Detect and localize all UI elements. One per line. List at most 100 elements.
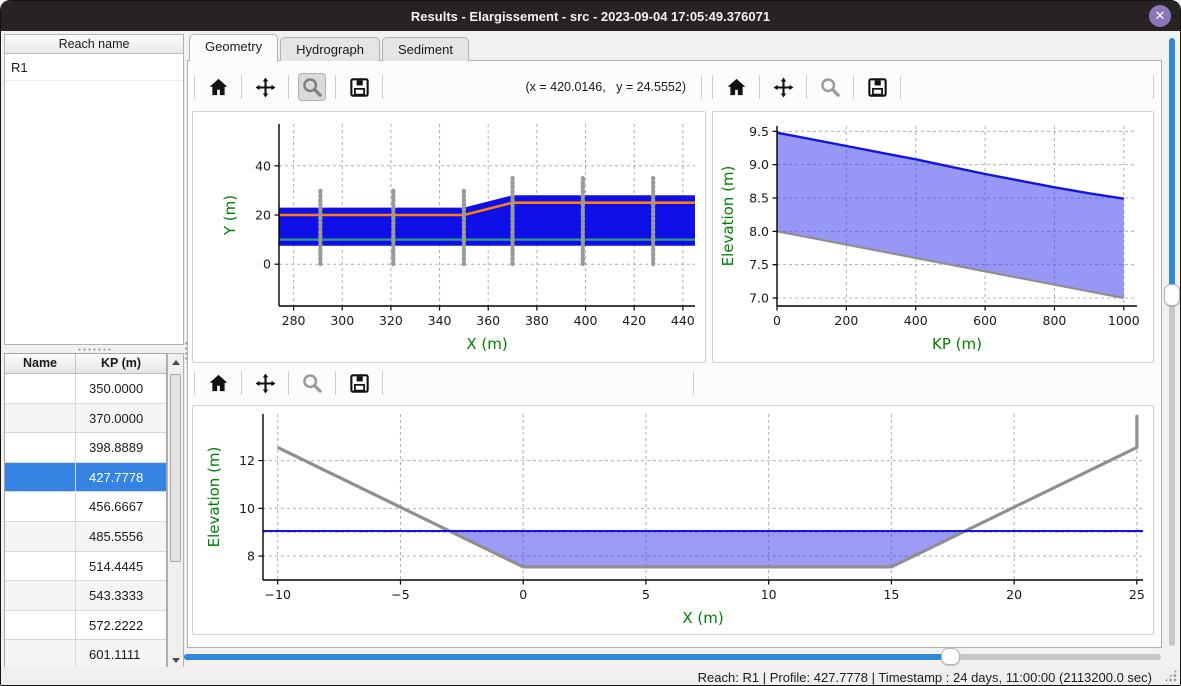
svg-text:200: 200 [834,313,858,328]
svg-text:800: 800 [1043,313,1067,328]
table-row[interactable]: 601.1111 [5,640,166,668]
long-profile-plot[interactable]: 0 200 400 600 800 1000 7.0 7.5 8.0 8.5 9.0 9.5 KP (m… [712,111,1154,363]
tab-hydrograph[interactable]: Hydrograph [280,37,381,61]
svg-text:0: 0 [773,313,781,328]
reach-list-header: Reach name [5,35,183,54]
table-row[interactable]: 514.4445 [5,551,166,582]
zoom-button[interactable] [298,73,326,101]
scroll-down-button[interactable] [169,653,182,667]
vertical-splitter-handle-icon[interactable] [184,341,188,363]
table-row[interactable]: 456.6667 [5,492,166,522]
table-row[interactable]: 543.3333 [5,581,166,611]
svg-text:Elevation (m): Elevation (m) [719,166,737,267]
plan-view-plot[interactable]: 280 300 320 340 360 380 400 420 440 0 20 40 X (m) Y (… [192,111,706,363]
zoom-icon [820,77,840,97]
svg-text:20: 20 [255,208,271,223]
svg-text:400: 400 [574,313,598,328]
toolbar-separator [194,75,195,99]
table-row[interactable]: 398.8889 [5,433,166,463]
svg-text:X (m): X (m) [466,335,507,353]
scroll-up-button[interactable] [169,355,182,369]
svg-text:300: 300 [330,313,354,328]
toolbar-separator [853,75,854,99]
svg-text:9.0: 9.0 [749,157,769,172]
svg-text:25: 25 [1129,587,1145,602]
arrow-down-icon [171,657,180,663]
tab-geometry[interactable]: Geometry [189,34,279,61]
window-title: Results - Elargissement - src - 2023-09-… [410,8,771,24]
home-button[interactable] [204,73,232,101]
svg-text:12: 12 [239,453,255,468]
profile-slider-fill [1169,38,1175,296]
svg-text:−5: −5 [391,587,409,602]
svg-text:380: 380 [525,313,549,328]
svg-text:360: 360 [476,313,500,328]
timestamp-slider-thumb[interactable] [940,648,960,665]
svg-text:1000: 1000 [1108,313,1140,328]
toolbar-separator [382,371,383,395]
home-button[interactable] [722,73,750,101]
table-row[interactable]: 572.2222 [5,610,166,641]
svg-text:10: 10 [761,587,777,602]
titlebar: Results - Elargissement - src - 2023-09-… [1,1,1180,31]
toolbar-separator [241,371,242,395]
cross-section-plot[interactable]: −10 −5 0 5 10 15 20 25 8 10 12 X (m) Elevation (m) [192,405,1154,635]
column-header-kp: KP (m) [100,356,142,370]
timestamp-slider[interactable] [184,648,1161,665]
timestamp-slider-fill [184,654,951,660]
svg-text:420: 420 [622,313,646,328]
reach-list-item[interactable]: R1 [5,54,183,81]
horizontal-splitter[interactable] [4,345,184,353]
plan-view-toolbar: (x = 420.0146, y = 24.5552) [194,71,702,103]
save-button[interactable] [863,73,891,101]
profile-slider-thumb[interactable] [1164,284,1180,307]
scrollbar-thumb[interactable] [170,374,181,562]
save-icon [867,77,887,97]
table-row[interactable]: 427.7778 [5,462,166,493]
table-row[interactable]: 370.0000 [5,403,166,434]
save-icon [349,373,369,393]
profile-slider[interactable] [1164,38,1180,646]
pan-button[interactable] [251,369,279,397]
pan-button[interactable] [251,73,279,101]
pan-icon [773,77,793,97]
toolbar-separator [759,75,760,99]
table-row[interactable]: 350.0000 [5,374,166,404]
save-button[interactable] [345,369,373,397]
home-button[interactable] [204,369,232,397]
home-icon [727,78,745,95]
toolbar-separator [701,75,702,99]
home-icon [209,374,227,391]
geometry-tab-content: (x = 420.0146, y = 24.5552) [187,60,1162,648]
close-button[interactable]: ✕ [1149,5,1171,27]
svg-text:9.5: 9.5 [749,124,769,139]
zoom-icon [302,77,322,97]
toolbar-separator [194,371,195,395]
tab-bar: Geometry Hydrograph Sediment [189,34,469,61]
toolbar-separator [382,75,383,99]
svg-text:KP (m): KP (m) [932,335,982,353]
pan-icon [255,373,275,393]
toolbar-separator [241,75,242,99]
notebook: Geometry Hydrograph Sediment [187,34,1162,648]
tab-sediment[interactable]: Sediment [382,37,469,61]
svg-text:5: 5 [642,587,650,602]
toolbar-separator [806,75,807,99]
toolbar-separator [900,75,901,99]
zoom-button[interactable] [816,73,844,101]
toolbar-separator [288,75,289,99]
save-button[interactable] [345,73,373,101]
reach-list-body: R1 [5,54,183,81]
home-icon [209,78,227,95]
table-row[interactable]: 485.5556 [5,521,166,552]
svg-text:40: 40 [255,158,271,173]
toolbar-separator [712,75,713,99]
kp-table-body: 350.0000 370.0000 398.8889 427.7778 456.6667… [5,374,166,668]
table-scrollbar[interactable] [167,353,184,669]
zoom-button[interactable] [298,369,326,397]
profile-slider-track[interactable] [1169,38,1175,646]
toolbar-separator [335,75,336,99]
svg-text:X (m): X (m) [682,609,723,627]
zoom-icon [302,373,322,393]
pan-button[interactable] [769,73,797,101]
